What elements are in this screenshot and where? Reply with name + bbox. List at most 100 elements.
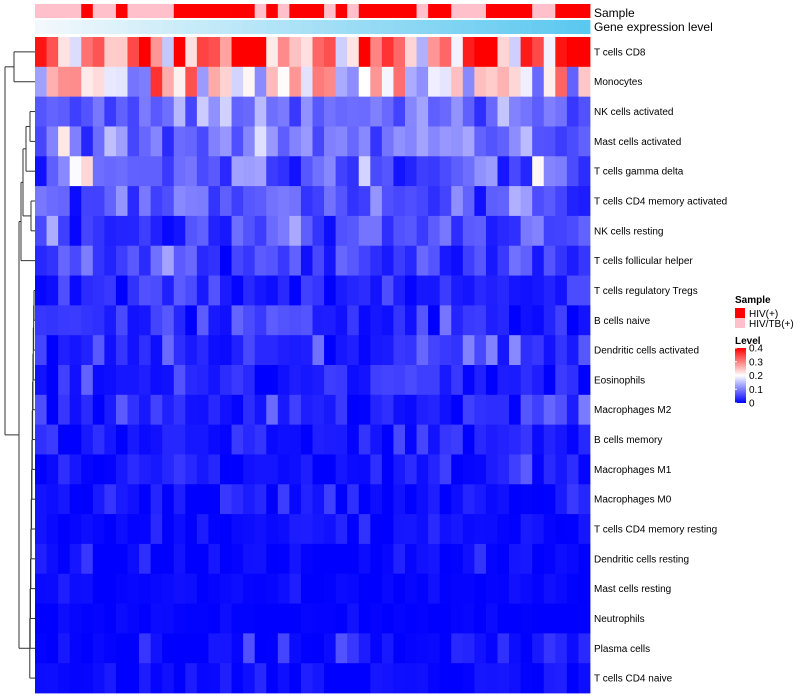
- heatmap-cell: [358, 663, 371, 694]
- expression-annotation-cell: [520, 20, 533, 34]
- expression-annotation-cell: [370, 20, 383, 34]
- heatmap-cell: [405, 365, 417, 396]
- heatmap-cell: [462, 663, 475, 694]
- heatmap-cell: [196, 633, 209, 664]
- heatmap-cell: [543, 365, 556, 396]
- heatmap-cell: [555, 633, 568, 664]
- heatmap-cell: [231, 514, 244, 545]
- heatmap-cell: [115, 215, 128, 247]
- heatmap-cell: [173, 454, 186, 485]
- heatmap-cell: [370, 186, 383, 217]
- heatmap-cell: [520, 215, 533, 247]
- heatmap-cell: [566, 543, 579, 575]
- heatmap-cell: [208, 424, 221, 455]
- heatmap-cell: [81, 543, 94, 575]
- heatmap-cell: [312, 603, 325, 634]
- row-label: Eosinophils: [594, 375, 645, 386]
- expression-annotation-cell: [555, 20, 568, 34]
- heatmap-cell: [347, 365, 360, 396]
- heatmap-cell: [208, 394, 221, 426]
- heatmap-cell: [566, 156, 579, 187]
- heatmap-cell: [335, 156, 348, 187]
- heatmap-cell: [543, 454, 556, 485]
- heatmap-cell: [162, 514, 175, 545]
- heatmap-cell: [381, 96, 394, 127]
- heatmap-cell: [127, 96, 140, 127]
- heatmap-cell: [462, 484, 475, 515]
- heatmap-cell: [254, 37, 267, 68]
- heatmap-cell: [474, 275, 487, 306]
- heatmap-cell: [254, 424, 267, 455]
- heatmap-cell: [185, 424, 198, 455]
- heatmap-cell: [312, 394, 325, 426]
- heatmap-cell: [127, 633, 140, 664]
- heatmap-cell: [243, 603, 256, 634]
- expression-annotation-cell: [543, 20, 556, 34]
- heatmap-cell: [92, 365, 105, 396]
- heatmap-cell: [509, 335, 522, 366]
- heatmap-cell: [462, 394, 475, 426]
- heatmap-cell: [520, 663, 533, 694]
- heatmap-cell: [312, 514, 325, 545]
- heatmap-cell: [497, 126, 510, 157]
- heatmap-cell: [532, 633, 545, 664]
- heatmap-cell: [520, 305, 533, 336]
- heatmap-cell: [115, 454, 128, 485]
- expression-annotation-cell: [485, 20, 498, 34]
- heatmap-cell: [266, 454, 279, 485]
- heatmap-cell: [324, 186, 337, 217]
- heatmap-cell: [451, 424, 464, 455]
- heatmap-cells: [35, 37, 591, 694]
- heatmap-cell: [58, 454, 71, 485]
- heatmap-cell: [324, 633, 337, 664]
- heatmap-cell: [451, 96, 464, 127]
- heatmap-cell: [300, 275, 313, 306]
- heatmap-cell: [69, 37, 82, 68]
- heatmap-cell: [497, 633, 510, 664]
- heatmap-cell: [81, 394, 94, 426]
- heatmap-cell: [393, 215, 406, 247]
- heatmap-cell: [393, 365, 406, 396]
- heatmap-cell: [509, 603, 522, 634]
- heatmap-cell: [220, 424, 232, 455]
- heatmap-cell: [69, 335, 82, 366]
- heatmap-cell: [485, 305, 498, 336]
- heatmap-cell: [405, 454, 417, 485]
- heatmap-cell: [497, 663, 510, 694]
- sample-annotation-cell: [578, 4, 591, 18]
- sample-annotation-cell: [474, 4, 487, 18]
- heatmap-cell: [104, 305, 117, 336]
- heatmap-cell: [439, 335, 452, 366]
- heatmap-cell: [277, 424, 290, 455]
- heatmap-cell: [150, 424, 163, 455]
- heatmap-cell: [520, 245, 533, 276]
- expression-annotation-cell: [139, 20, 152, 34]
- heatmap-cell: [185, 215, 198, 247]
- heatmap-cell: [497, 305, 510, 336]
- heatmap-cell: [324, 394, 337, 426]
- heatmap-cell: [485, 96, 498, 127]
- sample-annotation-cell: [312, 4, 325, 18]
- heatmap-cell: [347, 96, 360, 127]
- heatmap-cell: [69, 66, 82, 98]
- heatmap-cell: [127, 186, 140, 217]
- heatmap-cell: [277, 394, 290, 426]
- heatmap-cell: [393, 454, 406, 485]
- heatmap-cell: [69, 245, 82, 276]
- heatmap-cell: [231, 424, 244, 455]
- heatmap-cell: [566, 394, 579, 426]
- sample-annotation-cell: [497, 4, 510, 18]
- expression-annotation-cell: [185, 20, 198, 34]
- heatmap-cell: [393, 603, 406, 634]
- heatmap-cell: [462, 335, 475, 366]
- heatmap-cell: [289, 394, 302, 426]
- heatmap-cell: [532, 215, 545, 247]
- heatmap-cell: [81, 335, 94, 366]
- heatmap-cell: [162, 215, 175, 247]
- heatmap-cell: [393, 335, 406, 366]
- heatmap-cell: [555, 514, 568, 545]
- heatmap-cell: [578, 484, 591, 515]
- heatmap-cell: [543, 305, 556, 336]
- heatmap-cell: [104, 514, 117, 545]
